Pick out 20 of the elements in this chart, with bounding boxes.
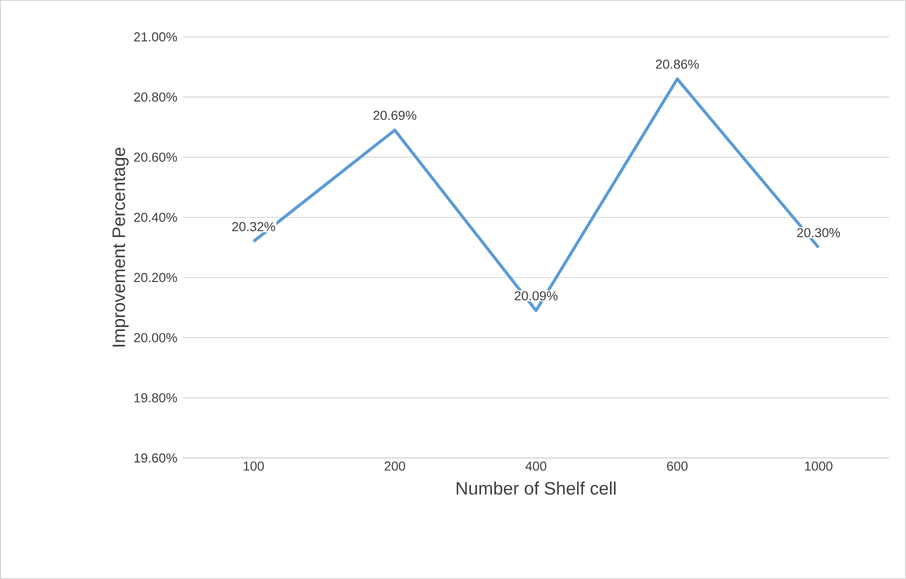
- y-axis-title: Improvement Percentage: [112, 148, 129, 347]
- y-tick-label: 20.20%: [134, 272, 177, 282]
- x-axis-title: Number of Shelf cell: [456, 482, 616, 495]
- data-label: 20.30%: [797, 228, 840, 238]
- data-label: 20.09%: [514, 291, 558, 300]
- x-tick-label: 100: [244, 462, 264, 471]
- y-tick-label: 21.00%: [134, 32, 177, 42]
- y-tick-label: 20.80%: [134, 92, 177, 102]
- y-tick-label: 19.60%: [134, 453, 177, 463]
- x-tick-label: 1000: [805, 462, 832, 471]
- x-tick-label: 200: [384, 462, 406, 471]
- y-tick-label: 19.80%: [134, 393, 177, 402]
- data-label: 20.86%: [656, 60, 699, 69]
- data-label: 20.69%: [373, 110, 416, 120]
- y-tick-label: 20.60%: [134, 152, 177, 162]
- y-tick-label: 20.00%: [134, 333, 177, 342]
- x-tick-label: 400: [526, 462, 546, 471]
- x-tick-label: 600: [667, 462, 688, 471]
- y-tick-label: 20.40%: [134, 212, 177, 222]
- data-label: 20.32%: [232, 222, 276, 232]
